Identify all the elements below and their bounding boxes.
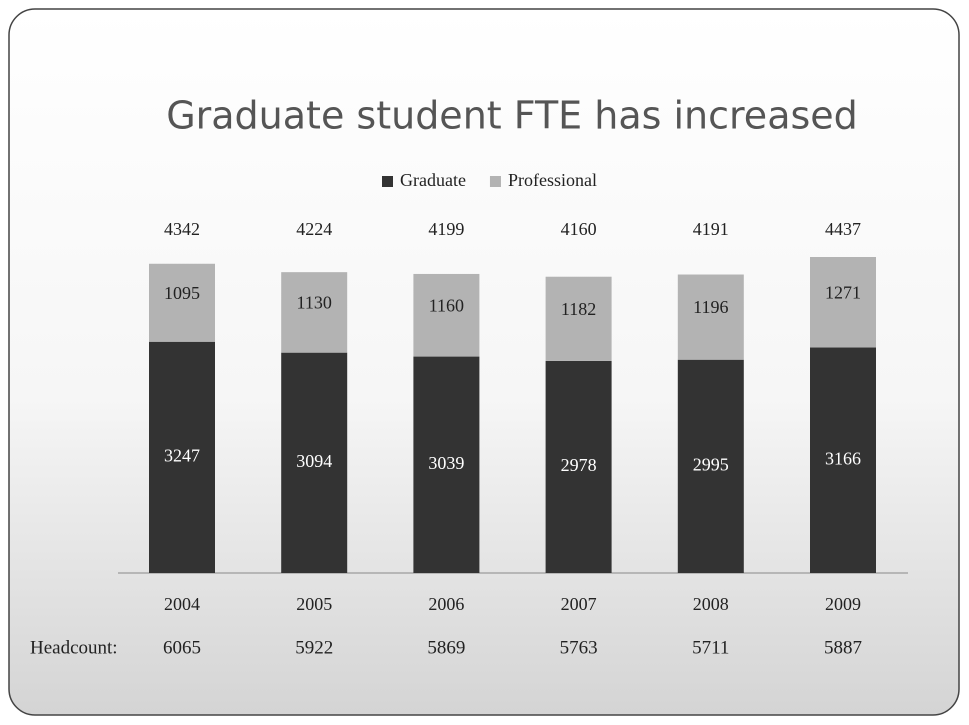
bar-segment	[810, 347, 876, 573]
data-label: 2995	[693, 454, 729, 474]
x-tick-label: 2005	[296, 594, 332, 614]
bar-segment	[281, 272, 348, 353]
legend-swatch	[382, 176, 393, 187]
bar-segment	[149, 341, 215, 573]
total-label: 4342	[164, 219, 200, 239]
data-label: 1271	[825, 282, 861, 302]
data-label: 1130	[297, 293, 332, 313]
bar-segment	[545, 360, 612, 573]
total-label: 4199	[428, 219, 464, 239]
data-label: 2978	[561, 455, 597, 475]
legend-swatch	[489, 176, 501, 187]
headcount-value: 5711	[692, 637, 729, 658]
x-tick-label: 2008	[693, 594, 729, 614]
data-label: 3166	[825, 448, 861, 468]
total-label: 4224	[296, 219, 332, 239]
headcount-value: 5887	[824, 637, 862, 658]
bar-segment	[413, 273, 480, 357]
bar-segment	[677, 274, 744, 360]
data-label: 3039	[428, 453, 464, 473]
total-label: 4437	[825, 219, 861, 239]
data-label: 3094	[296, 451, 332, 471]
x-tick-label: 2007	[561, 594, 597, 614]
bar-segment	[810, 257, 876, 348]
headcount-value: 5763	[560, 637, 598, 658]
bar-segment	[677, 359, 744, 573]
bar-segment	[545, 276, 612, 361]
data-label: 1160	[429, 295, 464, 315]
chart-title: Graduate student FTE has increased	[166, 94, 858, 138]
data-label: 3247	[164, 446, 200, 466]
legend-label: Graduate	[400, 170, 466, 190]
x-tick-label: 2006	[428, 594, 464, 614]
headcount-value: 5869	[427, 637, 465, 658]
headcount-value: 6065	[163, 637, 201, 658]
data-label: 1095	[164, 283, 200, 303]
x-tick-label: 2004	[164, 594, 200, 614]
bar-segment	[149, 263, 215, 342]
legend-label: Professional	[508, 170, 597, 190]
total-label: 4160	[561, 219, 597, 239]
data-label: 1196	[693, 297, 728, 317]
bar-segment	[413, 356, 480, 573]
headcount-value: 5922	[295, 637, 333, 658]
total-label: 4191	[693, 219, 729, 239]
data-label: 1182	[561, 299, 596, 319]
bar-segment	[281, 352, 348, 573]
x-tick-label: 2009	[825, 594, 861, 614]
headcount-label: Headcount:	[30, 637, 118, 658]
